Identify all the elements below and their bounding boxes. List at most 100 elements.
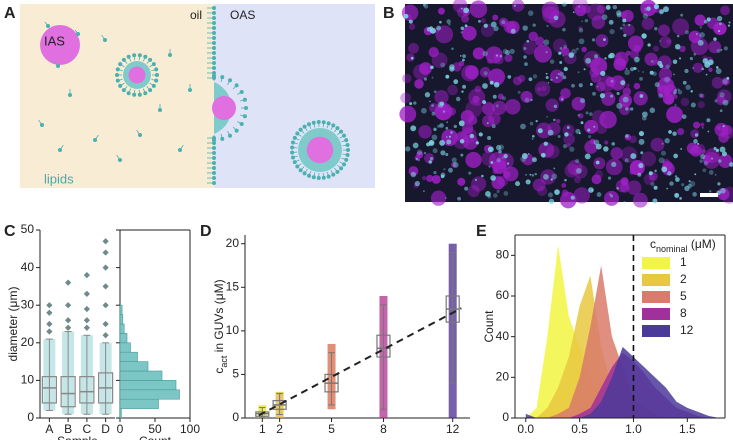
dot (491, 124, 496, 129)
dot (482, 83, 488, 89)
dot (478, 132, 483, 137)
dot (453, 124, 457, 129)
dot (547, 192, 554, 198)
lipid-head (331, 123, 336, 128)
dot (562, 75, 567, 80)
dot (498, 149, 502, 154)
dot (716, 15, 723, 22)
lipid-head (46, 24, 50, 28)
dot (502, 48, 509, 55)
dot (495, 144, 502, 151)
dot (721, 151, 727, 157)
dot (604, 57, 607, 60)
dot (673, 73, 675, 76)
gv (461, 14, 470, 23)
dot (717, 182, 721, 186)
dot (529, 121, 534, 126)
gv (532, 178, 546, 192)
lipid-head (212, 171, 216, 175)
y-tick-label: 20 (226, 236, 240, 250)
dot (433, 127, 437, 132)
dot (593, 125, 596, 128)
dot (532, 135, 535, 138)
dot (562, 143, 568, 149)
dot (475, 141, 479, 145)
dot (591, 38, 596, 42)
gv (673, 94, 678, 99)
dot (578, 38, 585, 45)
legend-swatch (642, 274, 670, 286)
dot (616, 12, 622, 18)
dot (654, 169, 657, 172)
dot (451, 47, 454, 51)
lipid-head (339, 166, 344, 171)
dot (684, 30, 690, 35)
label-lipids: lipids (44, 171, 74, 186)
outlier (83, 272, 90, 279)
dot (630, 153, 637, 160)
outlier (65, 324, 72, 331)
y-tick-label: 60 (496, 288, 510, 302)
dot (430, 65, 434, 70)
dot (561, 1, 567, 7)
dot (459, 139, 465, 144)
lipid-head (302, 124, 307, 129)
y-tick-label: 20 (21, 335, 35, 349)
dot (527, 153, 530, 155)
lipid-head (155, 73, 159, 77)
gv (457, 177, 466, 186)
dot (446, 139, 452, 145)
dot (445, 74, 450, 79)
dot (700, 153, 706, 160)
dot (469, 133, 475, 139)
x-tick-label: 0 (117, 422, 124, 436)
gv (581, 46, 587, 53)
dot (625, 107, 629, 111)
dot (492, 193, 498, 198)
gv (549, 69, 564, 84)
gv (633, 82, 641, 90)
dot (681, 114, 687, 120)
gv (431, 174, 441, 184)
label-part: (μM) (688, 237, 716, 251)
dot (523, 55, 527, 59)
gv (657, 24, 670, 37)
gv (472, 95, 480, 103)
gv (497, 175, 508, 187)
dot (646, 6, 651, 11)
lipid-head (298, 168, 303, 173)
axis-label: cnominal (μM) (650, 237, 716, 254)
dot (416, 149, 423, 156)
dot (625, 67, 628, 70)
dot (463, 7, 469, 14)
dot (591, 189, 594, 192)
dot (720, 48, 723, 51)
gv (481, 151, 496, 166)
lipid-head (118, 83, 123, 88)
bar (119, 380, 177, 391)
dot (693, 139, 698, 144)
gv (633, 44, 642, 53)
dot (720, 187, 726, 194)
gv (456, 131, 467, 142)
dot (422, 3, 426, 6)
dot (624, 69, 631, 76)
lipid-head (115, 78, 120, 83)
bar (119, 398, 159, 409)
dot (596, 192, 602, 197)
dot (647, 43, 651, 47)
dot (726, 76, 730, 80)
x-tick-label: 0.0 (517, 422, 534, 436)
y-tick-label: 0 (232, 410, 239, 424)
lipid-head (212, 161, 216, 165)
dot (718, 30, 721, 33)
dot (576, 47, 579, 51)
gv (400, 92, 412, 104)
dot (703, 161, 709, 166)
label-part: /c (607, 438, 620, 440)
gv (599, 110, 617, 129)
lipid-head (326, 121, 331, 126)
gv (506, 20, 520, 35)
dot (577, 71, 580, 74)
dot (506, 162, 510, 165)
